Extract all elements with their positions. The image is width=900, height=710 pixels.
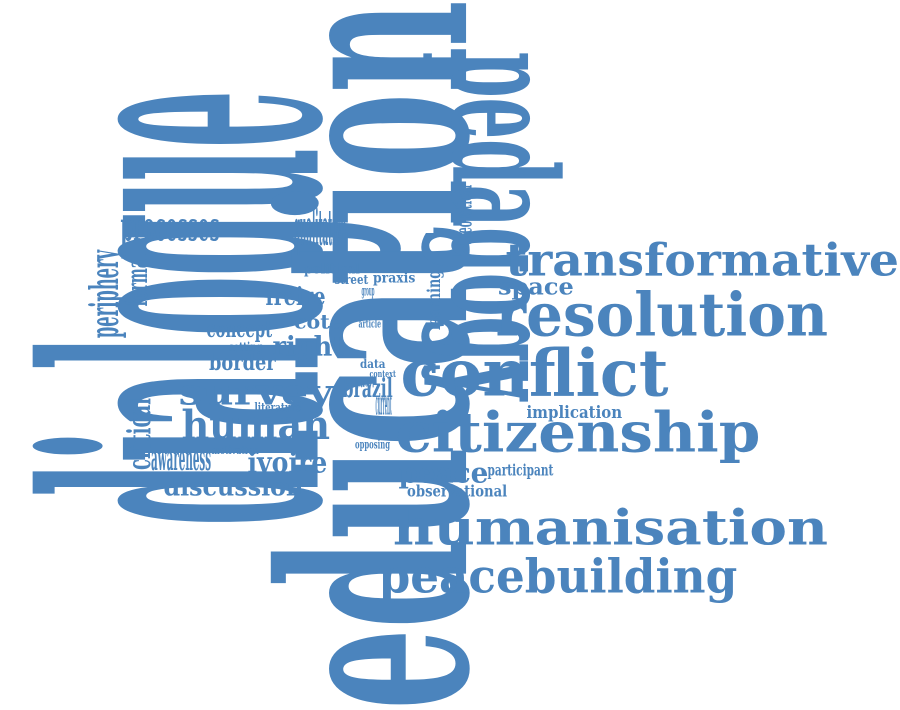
- word-motivation: motivation: [211, 444, 259, 457]
- word-transformative: transformative: [504, 233, 899, 287]
- word-opposing: opposing: [355, 438, 391, 452]
- word-concept: concept: [205, 315, 272, 343]
- word-context: context: [369, 370, 396, 380]
- word-peacebuilding: peacebuilding: [378, 548, 737, 604]
- word-article: article: [357, 316, 381, 331]
- word-conflict: conflict: [400, 333, 668, 411]
- word-freire: freire: [264, 281, 326, 312]
- word-border: border: [208, 350, 276, 376]
- word-setting: setting: [229, 341, 263, 356]
- word-learning: learning: [425, 269, 446, 331]
- word-resolution: resolution: [495, 279, 828, 350]
- word-ivoire: ivoire: [246, 444, 327, 480]
- word-space: space: [498, 272, 574, 300]
- word-processes: processes: [120, 204, 220, 252]
- word-brazil: brazil: [342, 372, 393, 404]
- word-group: group: [360, 283, 374, 300]
- word-praxis: praxis: [372, 269, 416, 287]
- word-theoretical: theoretical: [452, 184, 479, 246]
- word-participant: participant: [486, 460, 553, 480]
- word-implication: implication: [525, 403, 622, 423]
- word-survey: survey: [177, 370, 333, 413]
- word-discussion: discussion: [162, 473, 303, 502]
- word-street: street: [333, 273, 368, 288]
- word-data: data: [360, 357, 386, 371]
- word-literature: literature: [254, 401, 301, 415]
- word-qualitative: qualitative: [293, 205, 347, 260]
- word-study: study: [355, 375, 373, 390]
- word-observational: observational: [407, 482, 508, 502]
- word-human: human: [180, 402, 330, 449]
- word-cote: côte: [294, 310, 343, 335]
- word-peace: peace: [397, 457, 488, 490]
- word-humanisation: humanisation: [392, 498, 828, 557]
- word-right: right: [272, 330, 344, 363]
- word-political: political: [304, 260, 360, 278]
- word-current: current: [375, 386, 392, 425]
- word-periphery: periphery: [80, 249, 128, 339]
- word-citizenship: citizenship: [394, 400, 760, 465]
- word-awareness: awareness: [151, 441, 212, 480]
